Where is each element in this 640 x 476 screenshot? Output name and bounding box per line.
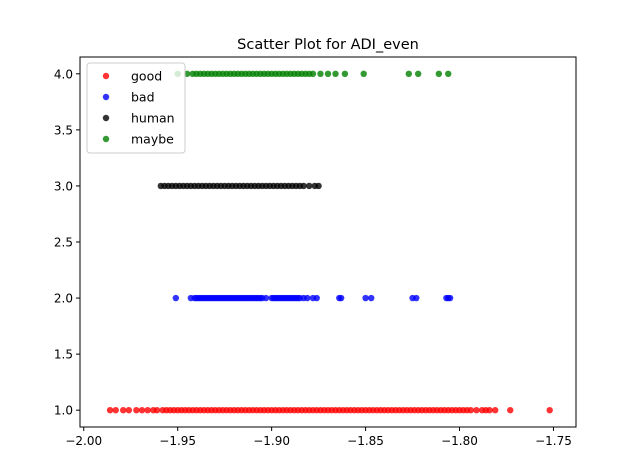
- data-point-good: [507, 406, 514, 414]
- data-point-maybe: [414, 70, 422, 78]
- data-point-bad: [413, 294, 420, 302]
- data-point-maybe: [332, 70, 339, 78]
- data-point-good: [467, 406, 474, 414]
- data-point-good: [546, 406, 553, 414]
- legend-label-maybe: maybe: [131, 132, 174, 147]
- data-point-maybe: [317, 70, 324, 78]
- y-tick-label: 1.0: [54, 404, 73, 418]
- points-layer: [106, 70, 553, 414]
- data-point-maybe: [405, 70, 412, 78]
- legend-label-human: human: [131, 111, 175, 126]
- legend-marker-bad: [102, 93, 110, 101]
- data-point-maybe: [324, 70, 332, 78]
- x-tick-label: −1.80: [441, 434, 478, 448]
- legend-marker-human: [102, 114, 110, 122]
- x-tick-label: −1.85: [347, 434, 384, 448]
- y-tick-label: 2.5: [54, 236, 73, 250]
- y-tick-label: 1.5: [54, 348, 73, 362]
- data-point-bad: [337, 294, 345, 302]
- y-axis: 1.0 1.5 2.0 2.5 3.0 3.5 4.0: [54, 67, 80, 418]
- x-tick-label: −1.75: [535, 434, 572, 448]
- data-point-human: [306, 182, 313, 190]
- data-point-maybe: [360, 70, 367, 78]
- y-tick-label: 3.5: [54, 123, 73, 137]
- data-point-bad: [262, 294, 270, 302]
- data-point-good: [138, 406, 146, 414]
- legend-marker-maybe: [102, 135, 110, 143]
- x-tick-label: −1.90: [253, 434, 290, 448]
- legend-label-bad: bad: [131, 90, 155, 105]
- data-point-maybe: [341, 70, 349, 78]
- data-point-maybe: [435, 70, 443, 78]
- data-point-good: [133, 406, 140, 414]
- y-tick-label: 3.0: [54, 179, 73, 193]
- data-point-good: [120, 406, 127, 414]
- legend-box: [86, 62, 186, 154]
- data-point-good: [492, 406, 499, 414]
- data-point-good: [144, 406, 151, 414]
- data-point-good: [106, 406, 114, 414]
- chart-title: Scatter Plot for ADI_even: [237, 37, 419, 53]
- data-point-bad: [368, 294, 375, 302]
- data-point-bad: [172, 294, 180, 302]
- data-point-maybe: [309, 70, 317, 78]
- data-point-bad: [304, 294, 311, 302]
- data-point-good: [153, 406, 161, 414]
- x-tick-label: −2.00: [65, 434, 102, 448]
- legend-label-good: good: [131, 69, 162, 84]
- data-point-good: [112, 406, 119, 414]
- x-axis: −2.00 −1.95 −1.90 −1.85 −1.80 −1.75: [65, 427, 572, 448]
- data-point-good: [125, 406, 133, 414]
- data-point-good: [486, 406, 493, 414]
- legend-marker-good: [102, 72, 110, 80]
- data-point-maybe: [445, 70, 452, 78]
- data-point-bad: [313, 294, 320, 302]
- data-point-bad: [362, 294, 369, 302]
- legend: good bad human maybe: [86, 62, 186, 154]
- data-point-bad: [446, 294, 454, 302]
- data-point-human: [315, 182, 322, 190]
- y-tick-label: 4.0: [54, 67, 73, 81]
- y-tick-label: 2.0: [54, 292, 73, 306]
- data-point-good: [473, 406, 480, 414]
- data-point-human: [300, 182, 307, 190]
- x-tick-label: −1.95: [159, 434, 196, 448]
